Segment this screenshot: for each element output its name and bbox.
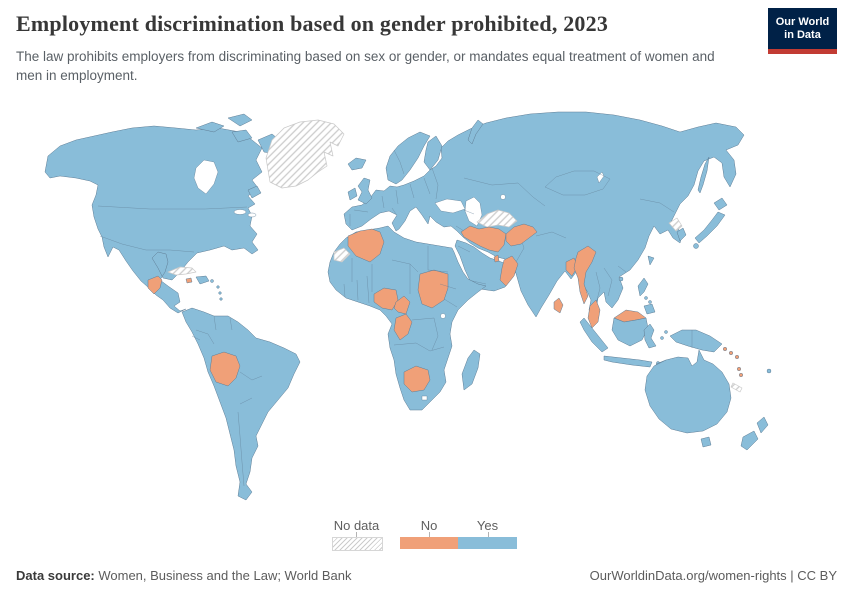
- south-america-borders: [191, 315, 263, 487]
- legend-no-data-tick: [356, 532, 357, 537]
- owid-logo-line1: Our World: [775, 16, 830, 28]
- country-japan[interactable]: [693, 197, 728, 249]
- country-australia[interactable]: [644, 349, 732, 434]
- country-sudan[interactable]: [417, 269, 449, 309]
- border-canada-us: [97, 205, 248, 210]
- country-philippines[interactable]: [637, 277, 656, 315]
- country-taiwan[interactable]: [647, 255, 655, 266]
- country-botswana[interactable]: [403, 365, 431, 393]
- country-bolivia[interactable]: [209, 351, 241, 387]
- page-title: Employment discrimination based on gende…: [16, 11, 609, 36]
- country-turkmenistan[interactable]: [476, 209, 518, 228]
- country-western-sahara[interactable]: [333, 247, 351, 263]
- legend-yes-label[interactable]: Yes: [476, 518, 499, 533]
- country-iran[interactable]: [460, 225, 507, 253]
- owid-logo[interactable]: Our World in Data: [768, 8, 837, 54]
- europe-borders: [349, 149, 439, 226]
- country-fiji[interactable]: [766, 368, 772, 374]
- country-haiti[interactable]: [185, 277, 193, 284]
- country-ireland[interactable]: [347, 187, 358, 201]
- country-algeria[interactable]: [347, 228, 385, 263]
- country-papua-new-guinea[interactable]: [669, 329, 723, 353]
- region-south-america[interactable]: [181, 307, 301, 501]
- island-sakhalin[interactable]: [697, 156, 710, 194]
- footer-source: Data source: Women, Business and the Law…: [16, 568, 352, 583]
- legend-yes-swatch[interactable]: [458, 537, 517, 549]
- country-south-korea[interactable]: [676, 227, 687, 242]
- island-novaya-zemlya[interactable]: [467, 119, 484, 145]
- country-newfoundland[interactable]: [247, 185, 262, 199]
- country-lesotho[interactable]: [421, 395, 428, 401]
- country-north-korea[interactable]: [668, 217, 683, 232]
- country-dominican-republic[interactable]: [195, 275, 210, 285]
- lake-aral: [500, 194, 506, 200]
- lake-great-lakes-east: [247, 212, 257, 218]
- lake-victoria: [440, 313, 446, 319]
- country-new-zealand[interactable]: [740, 416, 769, 451]
- country-guatemala[interactable]: [147, 275, 163, 295]
- country-congo[interactable]: [393, 313, 413, 341]
- country-solomon-islands[interactable]: [722, 346, 740, 360]
- region-eurasia[interactable]: [343, 111, 745, 319]
- asia-borders: [455, 170, 675, 305]
- page-subtitle: The law prohibits employers from discrim…: [16, 49, 715, 83]
- country-qatar[interactable]: [493, 254, 500, 263]
- country-sri-lanka[interactable]: [553, 297, 564, 314]
- footer-link[interactable]: OurWorldinData.org/women-rights | CC BY: [589, 568, 837, 583]
- border-us-mexico: [99, 235, 195, 253]
- country-norway-sweden[interactable]: [385, 131, 431, 185]
- country-united-kingdom[interactable]: [357, 177, 373, 205]
- country-afghanistan[interactable]: [505, 223, 538, 247]
- sea-hudson-bay: [193, 159, 219, 195]
- island-hainan[interactable]: [618, 276, 624, 282]
- country-finland[interactable]: [423, 135, 443, 171]
- legend-no-data-swatch[interactable]: [332, 537, 383, 551]
- africa-borders: [343, 246, 458, 352]
- footer-source-value: Women, Business and the Law; World Bank: [94, 568, 352, 583]
- legend-no-swatch[interactable]: [400, 537, 458, 549]
- lake-great-lakes-west: [233, 209, 247, 215]
- country-madagascar[interactable]: [461, 349, 481, 391]
- country-oman[interactable]: [499, 255, 519, 287]
- owid-logo-line2: in Data: [784, 29, 821, 41]
- territory-new-caledonia[interactable]: [730, 382, 743, 393]
- legend-no-data-label[interactable]: No data: [333, 518, 380, 533]
- country-iceland[interactable]: [347, 157, 367, 171]
- legend-no-tick: [429, 532, 430, 537]
- legend-yes-tick: [488, 532, 489, 537]
- country-greenland[interactable]: [265, 119, 345, 189]
- country-malaysia-peninsula[interactable]: [587, 299, 601, 329]
- island-tasmania[interactable]: [700, 436, 712, 448]
- footer-source-label: Data source:: [16, 568, 95, 583]
- country-cuba[interactable]: [167, 266, 197, 276]
- country-vanuatu[interactable]: [736, 366, 744, 378]
- legend-no-label[interactable]: No: [420, 518, 438, 533]
- lesser-antilles[interactable]: [210, 279, 223, 301]
- country-myanmar[interactable]: [573, 245, 597, 305]
